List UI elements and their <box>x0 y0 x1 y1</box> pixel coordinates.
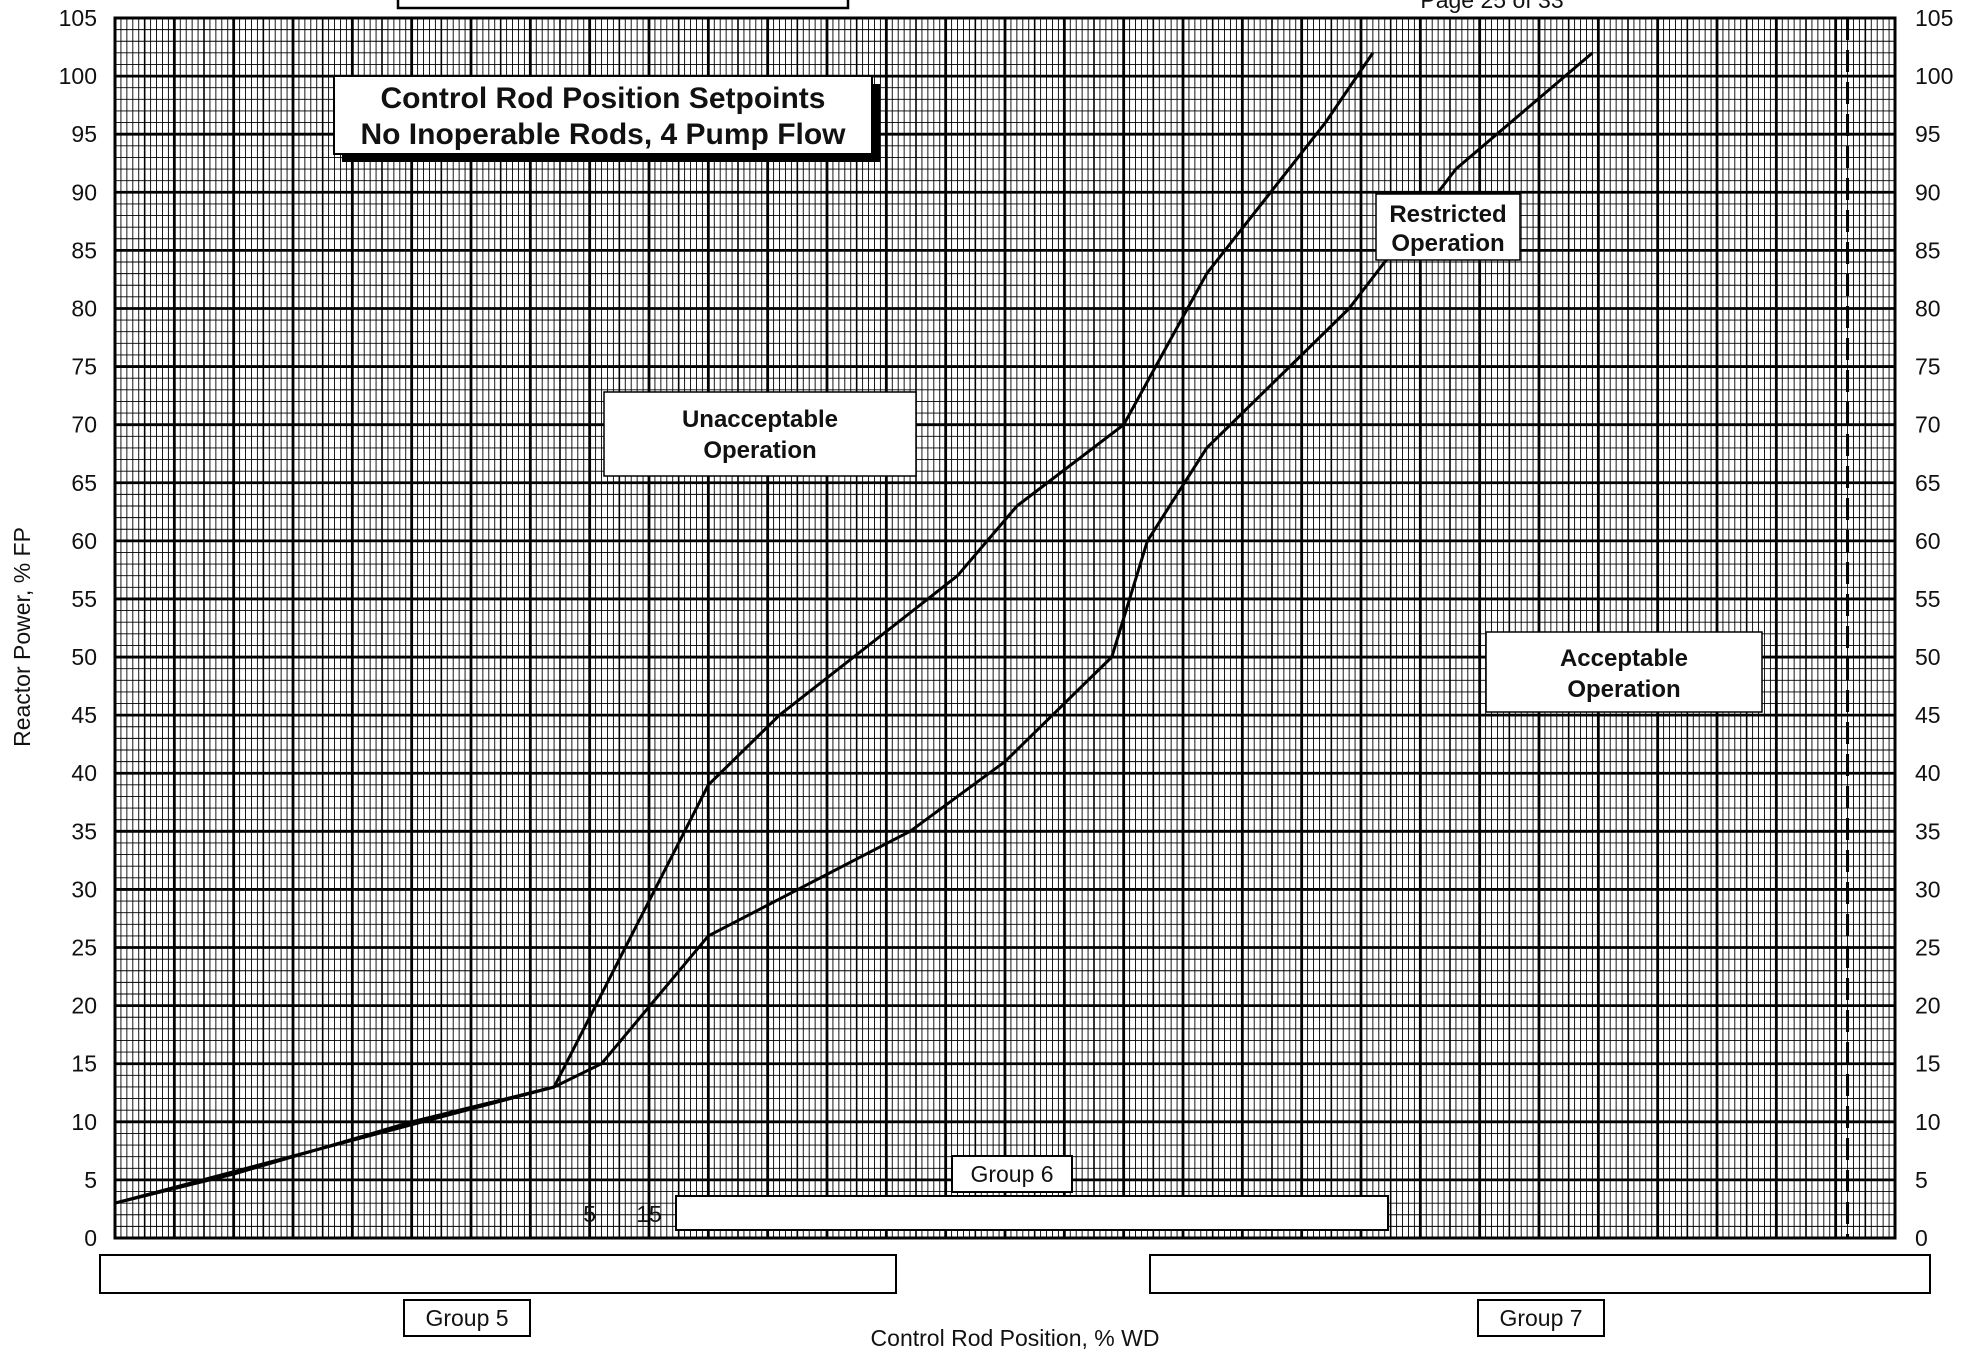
region-restricted-line-2: Operation <box>1391 230 1504 257</box>
y-tick-label-right: 95 <box>1915 121 1941 147</box>
title-line-2: No Inoperable Rods, 4 Pump Flow <box>360 118 846 151</box>
y-tick-label-left: 85 <box>71 237 97 263</box>
y-tick-label-right: 30 <box>1915 876 1941 902</box>
y-tick-label-left: 35 <box>71 818 97 844</box>
group7-scale-box <box>1149 1254 1931 1294</box>
y-tick-label-left: 65 <box>71 470 97 496</box>
group6-label-text: Group 6 <box>970 1161 1053 1187</box>
y-tick-label-left: 45 <box>71 702 97 728</box>
page-info: Page 25 of 33 <box>1420 0 1563 13</box>
y-tick-label-left: 0 <box>84 1225 97 1251</box>
group7-label-text: Group 7 <box>1499 1305 1582 1331</box>
y-tick-label-right: 5 <box>1915 1167 1928 1193</box>
group5-label: Group 5 <box>403 1299 531 1337</box>
y-tick-label-right: 40 <box>1915 760 1941 786</box>
y-tick-label-right: 0 <box>1915 1225 1928 1251</box>
series-line-1 <box>114 52 1375 1205</box>
y-tick-label-right: 80 <box>1915 295 1941 321</box>
y-tick-label-left: 30 <box>71 876 97 902</box>
x-tick-label-group6: 15 <box>636 1201 662 1227</box>
y-tick-label-right: 100 <box>1915 63 1953 89</box>
y-tick-label-right: 60 <box>1915 528 1941 554</box>
y-tick-label-left: 5 <box>84 1167 97 1193</box>
region-unacceptable-line-1: Unacceptable <box>682 406 838 433</box>
y-tick-label-left: 95 <box>71 121 97 147</box>
y-tick-label-right: 35 <box>1915 818 1941 844</box>
series-line-2 <box>114 51 1594 1205</box>
region-restricted: Restricted Operation <box>1375 193 1521 261</box>
y-tick-label-left: 55 <box>71 586 97 612</box>
y-tick-label-left: 75 <box>71 354 97 380</box>
y-tick-label-left: 90 <box>71 179 97 205</box>
title-line-1: Control Rod Position Setpoints <box>381 82 826 115</box>
region-unacceptable-line-2: Operation <box>703 437 816 464</box>
y-tick-label-right: 105 <box>1915 5 1953 31</box>
header-box <box>396 0 850 10</box>
y-tick-label-right: 90 <box>1915 179 1941 205</box>
y-tick-label-left: 70 <box>71 412 97 438</box>
group6-scale-box <box>675 1195 1389 1231</box>
x-tick-label-group6: 5 <box>583 1201 596 1227</box>
y-tick-label-right: 20 <box>1915 993 1941 1019</box>
y-tick-label-left: 25 <box>71 935 97 961</box>
y-tick-label-right: 55 <box>1915 586 1941 612</box>
y-tick-label-left: 105 <box>59 5 97 31</box>
y-tick-label-left: 60 <box>71 528 97 554</box>
y-tick-label-left: 100 <box>59 63 97 89</box>
y-tick-label-right: 45 <box>1915 702 1941 728</box>
x-axis-title: Control Rod Position, % WD <box>871 1325 1160 1351</box>
y-tick-label-left: 80 <box>71 295 97 321</box>
group5-label-text: Group 5 <box>425 1305 508 1331</box>
y-tick-label-left: 10 <box>71 1109 97 1135</box>
group5-scale-box <box>99 1254 897 1294</box>
y-tick-label-left: 20 <box>71 993 97 1019</box>
chart-title: Control Rod Position Setpoints No Inoper… <box>333 75 880 162</box>
y-tick-label-right: 75 <box>1915 354 1941 380</box>
y-tick-label-left: 15 <box>71 1051 97 1077</box>
y-axis-title: Reactor Power, % FP <box>9 527 35 747</box>
region-restricted-line-1: Restricted <box>1389 201 1506 228</box>
y-tick-label-right: 10 <box>1915 1109 1941 1135</box>
region-acceptable-line-1: Acceptable <box>1560 645 1688 672</box>
y-tick-label-right: 85 <box>1915 237 1941 263</box>
group7-label: Group 7 <box>1477 1299 1605 1337</box>
group6-label: Group 6 <box>951 1155 1073 1193</box>
y-tick-label-left: 40 <box>71 760 97 786</box>
y-tick-label-right: 25 <box>1915 935 1941 961</box>
series-lines <box>114 51 1594 1205</box>
region-acceptable-line-2: Operation <box>1567 676 1680 703</box>
region-acceptable: Acceptable Operation <box>1485 631 1763 713</box>
y-tick-label-left: 50 <box>71 644 97 670</box>
y-tick-label-right: 65 <box>1915 470 1941 496</box>
region-unacceptable: Unacceptable Operation <box>603 391 917 477</box>
plot-border <box>113 16 1897 1240</box>
grid <box>113 16 1897 1240</box>
y-tick-label-right: 15 <box>1915 1051 1941 1077</box>
y-tick-label-right: 70 <box>1915 412 1941 438</box>
y-tick-label-right: 50 <box>1915 644 1941 670</box>
